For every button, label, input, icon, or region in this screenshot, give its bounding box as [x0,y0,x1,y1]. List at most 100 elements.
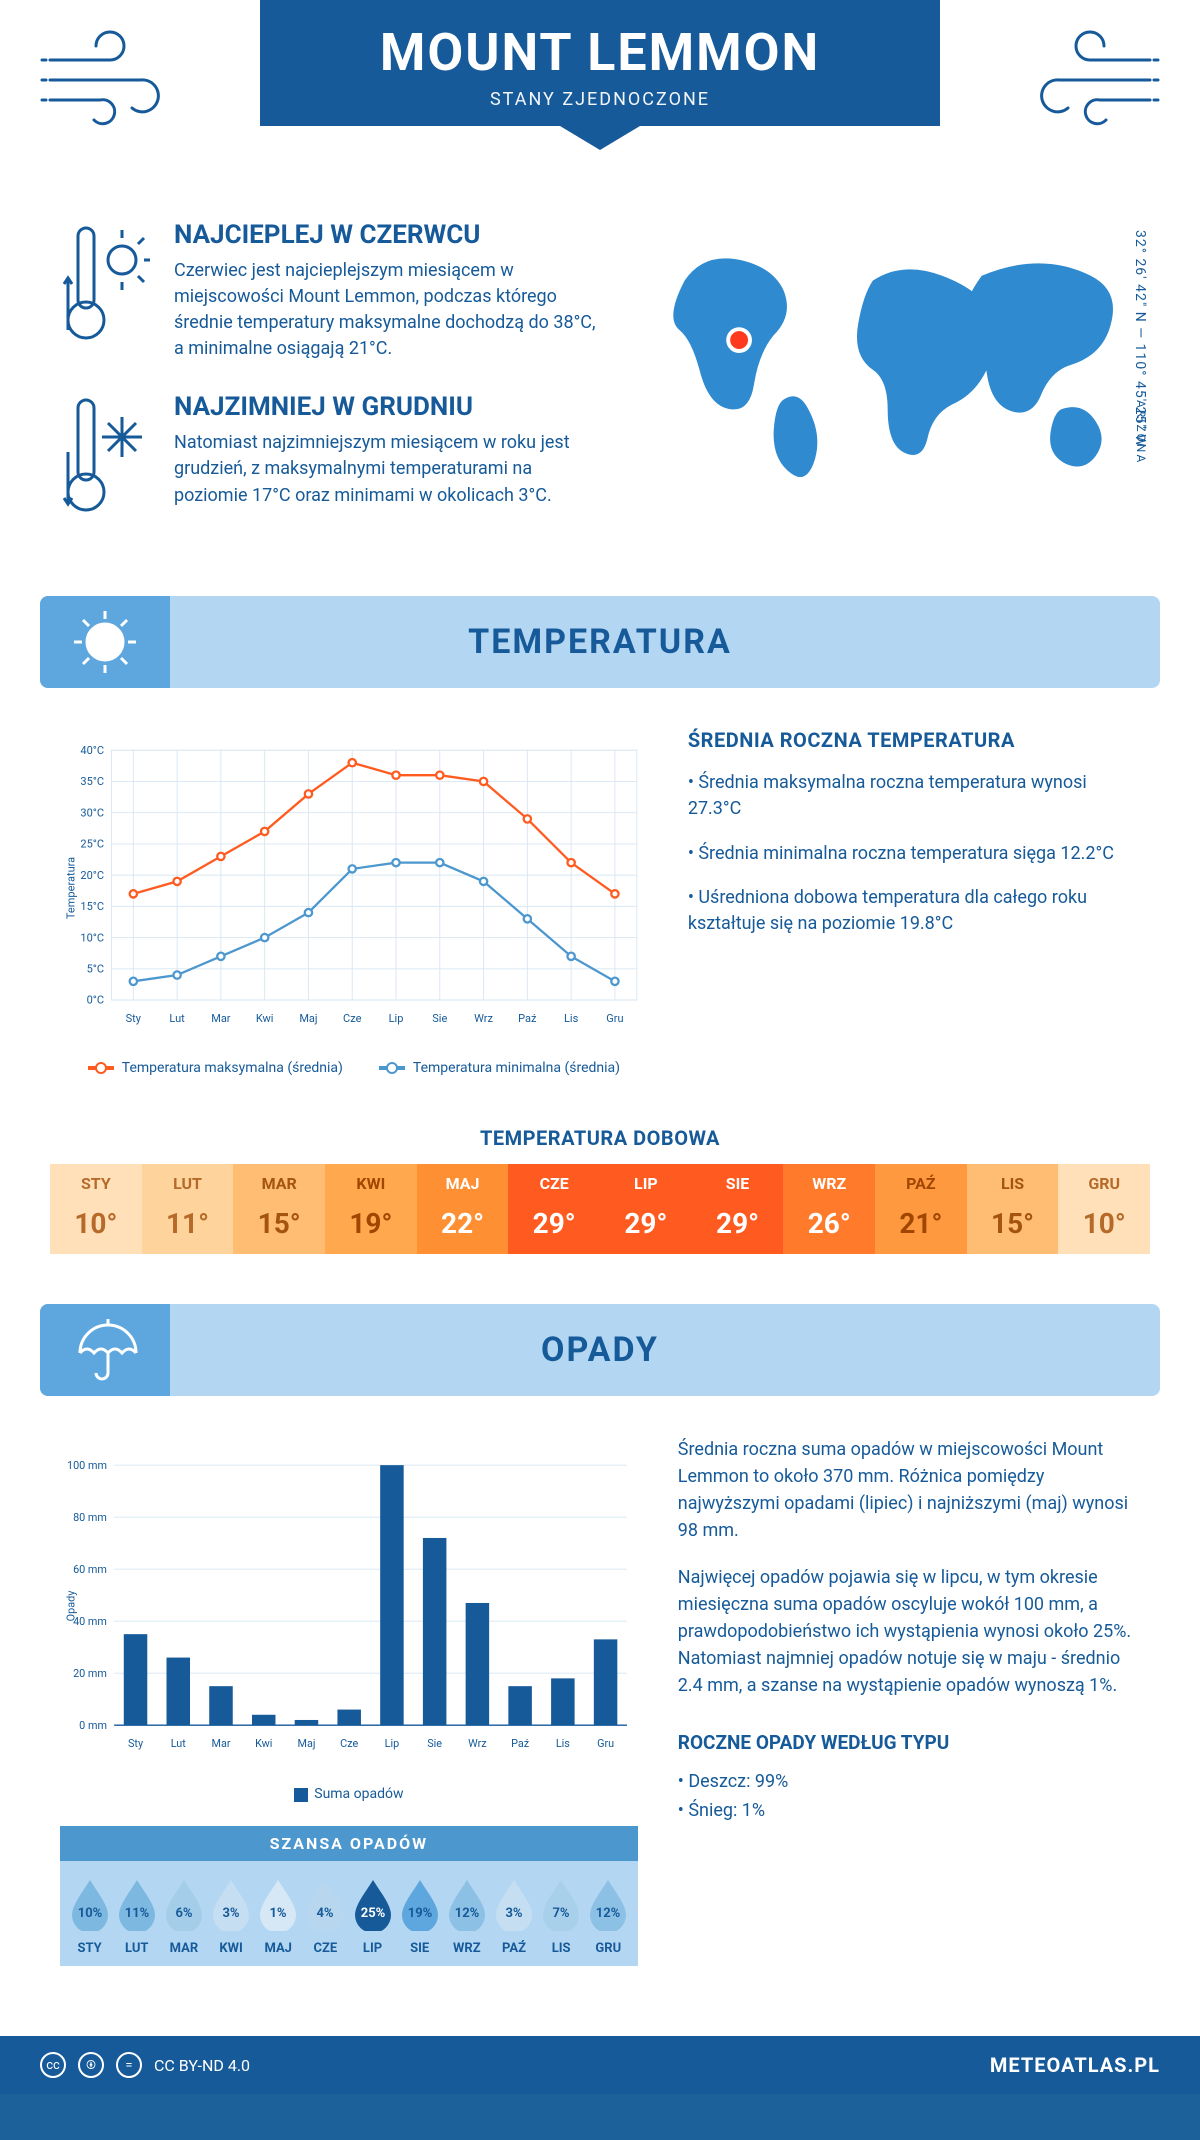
svg-text:Wrz: Wrz [468,1737,487,1750]
precip-text-2: Najwięcej opadów pojawia się w lipcu, w … [678,1564,1140,1699]
precip-legend: Suma opadów [60,1786,638,1802]
svg-text:Lis: Lis [564,1012,579,1025]
rain-chance-cell: 19% SIE [396,1877,443,1956]
daily-temp-cell: PAŹ21° [875,1164,967,1254]
rain-chance-cell: 3% PAŹ [490,1877,537,1956]
svg-text:3%: 3% [223,1906,240,1921]
svg-text:Gru: Gru [597,1737,614,1750]
rain-chance-panel: SZANSA OPADÓW 10% STY 11% LUT 6% MAR 3% … [60,1826,638,1966]
umbrella-icon [40,1304,170,1396]
rain-chance-cell: 3% KWI [207,1877,254,1956]
svg-text:Cze: Cze [343,1012,362,1025]
svg-text:Temperatura: Temperatura [65,857,78,919]
warmest-text: Czerwiec jest najcieplejszym miesiącem w… [174,258,605,362]
daily-temp-cell: WRZ26° [783,1164,875,1254]
temp-info-item: • Uśredniona dobowa temperatura dla całe… [688,885,1140,937]
daily-temp-cell: KWI19° [325,1164,417,1254]
rain-chance-cell: 7% LIS [538,1877,585,1956]
temperature-line-chart: 0°C5°C10°C15°C20°C25°C30°C35°C40°CStyLut… [60,728,648,1076]
thermometer-cold-icon [60,392,150,526]
svg-text:10%: 10% [77,1906,102,1921]
daily-temp-cell: CZE29° [508,1164,600,1254]
svg-text:0 mm: 0 mm [79,1719,107,1732]
svg-text:35°C: 35°C [80,776,104,789]
title-ribbon: MOUNT LEMMON STANY ZJEDNOCZONE [260,0,940,126]
svg-text:Lis: Lis [556,1737,570,1750]
site-label: METEOATLAS.PL [990,2053,1160,2077]
svg-text:Kwi: Kwi [256,1012,274,1025]
svg-text:Lut: Lut [169,1012,185,1025]
daily-temp-cell: LIP29° [600,1164,692,1254]
daily-temp-cell: GRU10° [1058,1164,1150,1254]
page-title: MOUNT LEMMON [380,22,820,83]
svg-text:19%: 19% [407,1906,432,1921]
rain-chance-title: SZANSA OPADÓW [60,1826,638,1861]
svg-text:Cze: Cze [340,1737,358,1750]
nd-icon: = [116,2052,142,2078]
svg-text:12%: 12% [455,1906,480,1921]
precip-type-item: • Śnieg: 1% [678,1797,1140,1826]
precip-bar-chart: 0 mm20 mm40 mm60 mm80 mm100 mmStyLutMarK… [60,1436,638,1802]
thermometer-hot-icon [60,220,150,362]
warmest-title: NAJCIEPLEJ W CZERWCU [174,220,605,250]
svg-text:100 mm: 100 mm [67,1459,107,1472]
svg-text:Sty: Sty [126,1012,142,1025]
svg-text:30°C: 30°C [80,807,104,820]
rain-chance-cell: 10% STY [66,1877,113,1956]
wind-icon [1020,30,1160,130]
svg-text:60 mm: 60 mm [73,1563,107,1576]
svg-text:Opady: Opady [64,1591,77,1622]
svg-text:40 mm: 40 mm [73,1615,107,1628]
temp-info-item: • Średnia maksymalna roczna temperatura … [688,770,1140,822]
svg-text:Maj: Maj [297,1737,315,1750]
wind-icon [40,30,180,130]
svg-text:Maj: Maj [299,1012,317,1025]
svg-text:Wrz: Wrz [474,1012,493,1025]
svg-text:4%: 4% [317,1906,334,1921]
svg-text:Sie: Sie [432,1012,447,1025]
svg-text:Paź: Paź [518,1012,537,1025]
svg-text:3%: 3% [505,1906,522,1921]
svg-text:7%: 7% [553,1906,570,1921]
daily-temp-cell: STY10° [50,1164,142,1254]
temp-info-item: • Średnia minimalna roczna temperatura s… [688,841,1140,867]
svg-text:Sty: Sty [128,1737,143,1750]
svg-text:20°C: 20°C [80,869,104,882]
precip-text-1: Średnia roczna suma opadów w miejscowośc… [678,1436,1140,1544]
temperature-section-title: TEMPERATURA [468,622,732,662]
svg-text:11%: 11% [124,1906,149,1921]
legend-min: Temperatura minimalna (średnia) [379,1060,620,1076]
license-label: CC BY-ND 4.0 [154,2056,250,2075]
svg-text:Lut: Lut [171,1737,187,1750]
svg-text:Mar: Mar [211,1737,230,1750]
svg-text:Gru: Gru [606,1012,623,1025]
svg-text:Lip: Lip [385,1737,400,1750]
precip-section-header: OPADY [40,1304,1160,1396]
by-icon: 🅯 [78,2052,104,2078]
svg-text:1%: 1% [270,1906,287,1921]
page-subtitle: STANY ZJEDNOCZONE [380,89,820,110]
precip-section-title: OPADY [541,1330,659,1370]
header: MOUNT LEMMON STANY ZJEDNOCZONE [0,0,1200,200]
rain-chance-cell: 6% MAR [160,1877,207,1956]
world-map-icon [645,220,1140,480]
daily-temp-cell: MAJ22° [417,1164,509,1254]
svg-text:20 mm: 20 mm [73,1667,107,1680]
svg-text:Kwi: Kwi [255,1737,272,1750]
svg-text:5°C: 5°C [87,963,104,976]
rain-chance-cell: 25% LIP [349,1877,396,1956]
svg-text:Sie: Sie [427,1737,442,1750]
rain-chance-cell: 1% MAJ [255,1877,302,1956]
svg-text:25%: 25% [360,1906,385,1921]
svg-text:6%: 6% [175,1906,192,1921]
precip-type-item: • Deszcz: 99% [678,1768,1140,1797]
legend-max: Temperatura maksymalna (średnia) [88,1060,343,1076]
svg-text:15°C: 15°C [80,900,104,913]
daily-temp-title: TEMPERATURA DOBOWA [0,1126,1200,1150]
daily-temp-cell: MAR15° [233,1164,325,1254]
rain-chance-cell: 12% WRZ [443,1877,490,1956]
svg-text:25°C: 25°C [80,838,104,851]
precip-type-title: ROCZNE OPADY WEDŁUG TYPU [678,1729,1140,1758]
svg-text:40°C: 40°C [80,744,104,757]
coldest-fact: NAJZIMNIEJ W GRUDNIU Natomiast najzimnie… [60,392,605,526]
